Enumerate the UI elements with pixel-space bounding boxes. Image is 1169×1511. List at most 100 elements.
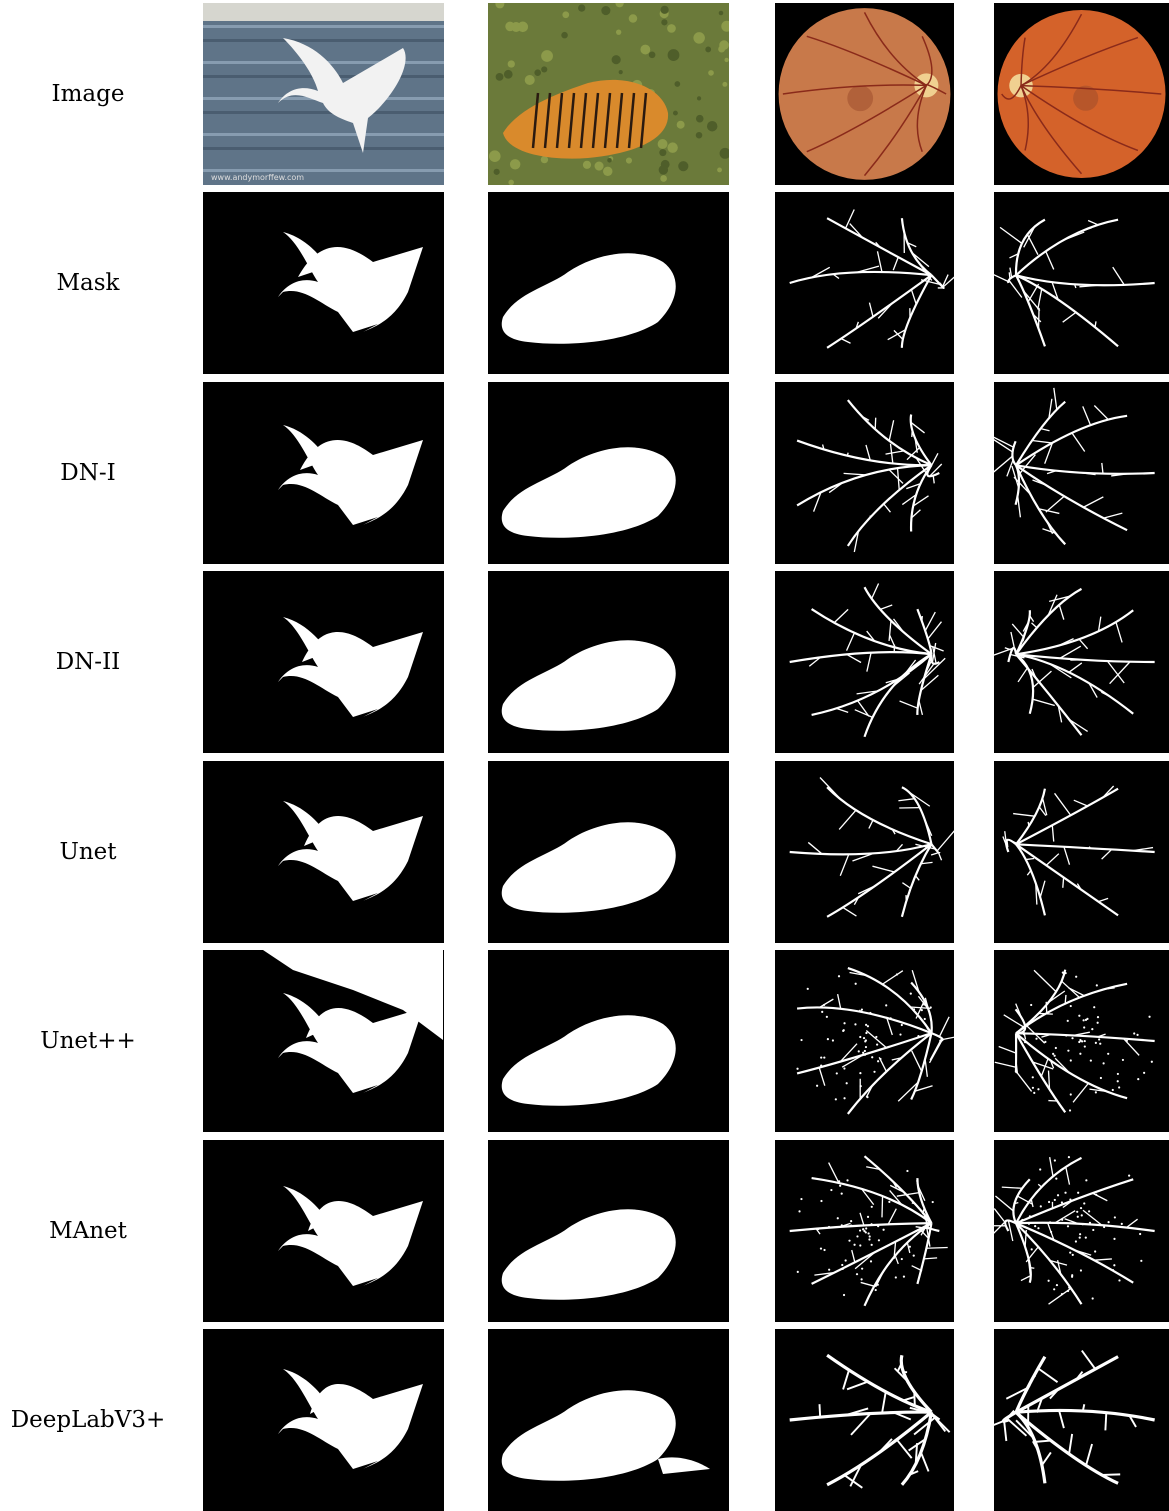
noise-speck [1148,1016,1150,1018]
noise-speck [882,1229,884,1231]
noise-speck [1093,1006,1095,1008]
noise-speck [865,1032,867,1034]
noise-speck [1029,1215,1031,1217]
noise-speck [816,1085,818,1087]
mask-graphic [203,1329,444,1511]
input-image-tiger [488,3,729,185]
noise-speck [800,1039,802,1041]
noise-speck [1067,1290,1069,1292]
noise-speck [1065,972,1067,974]
noise-speck [1048,1280,1050,1282]
noise-speck [1095,1042,1097,1044]
noise-speck [875,1289,877,1291]
vessel-branch [847,453,848,456]
noise-speck [856,1273,858,1275]
mask-egret [203,1329,444,1511]
noise-speck [1098,1038,1100,1040]
mask-graphic [994,1140,1169,1322]
noise-speck [1136,1034,1138,1036]
mask-egret [203,1140,444,1322]
grass-patch [496,73,504,81]
grass-patch [578,4,585,11]
noise-speck [859,1229,861,1231]
noise-speck [1072,1254,1074,1256]
noise-speck [817,1228,819,1230]
mask-retina [994,1140,1169,1322]
noise-speck [861,1278,863,1280]
grass-patch [661,6,669,14]
noise-speck [858,1050,860,1052]
noise-speck [1113,1238,1115,1240]
photo-watermark: www.andymorffew.com [211,173,304,182]
grass-patch [534,69,541,76]
mask-graphic [775,950,954,1132]
mask-tiger [488,1329,729,1511]
noise-speck [927,1028,929,1030]
grass-patch [561,32,568,39]
mask-graphic [488,1329,729,1511]
noise-speck [910,993,912,995]
noise-speck [836,1072,838,1074]
mask-retina [994,571,1169,753]
noise-speck [867,1158,869,1160]
row-label: MAnet [0,1140,176,1322]
vessel-branch [882,1196,883,1217]
noise-speck [864,1050,866,1052]
noise-speck [841,1264,843,1266]
figure-row: Unet [0,761,1169,943]
photo-graphic: www.andymorffew.com [203,3,444,185]
mask-graphic [994,761,1169,943]
noise-speck [913,1008,915,1010]
noise-speck [901,1258,903,1260]
noise-speck [1032,1087,1034,1089]
grass-patch [667,24,676,33]
water-ripple [203,147,444,150]
noise-speck [821,1011,823,1013]
noise-speck [1078,1041,1080,1043]
noise-speck [1023,1033,1025,1035]
noise-speck [860,1085,862,1087]
noise-speck [1071,1276,1073,1278]
noise-speck [823,1249,825,1251]
noise-speck [863,1037,865,1039]
noise-speck [846,1082,848,1084]
vessel-branch [1007,840,1008,847]
noise-speck [1128,1174,1130,1176]
water-ripple [203,111,444,114]
noise-speck [871,1056,873,1058]
noise-speck [1024,1041,1026,1043]
grass-patch [541,50,553,62]
noise-speck [861,1268,863,1270]
grass-patch [511,22,521,32]
noise-speck [1052,1053,1054,1055]
noise-speck [820,1247,822,1249]
noise-speck [841,1193,843,1195]
noise-speck [876,1043,878,1045]
noise-speck [830,1189,832,1191]
noise-speck [1077,1192,1079,1194]
mask-graphic [775,382,954,564]
mask-retina [994,192,1169,374]
mask-graphic [994,950,1169,1132]
noise-speck [827,1038,829,1040]
grass-patch [661,19,667,25]
noise-speck [1030,1004,1032,1006]
grass-patch [673,111,678,116]
vessel-branch [914,1392,915,1407]
noise-speck [837,1217,839,1219]
noise-speck [1126,1040,1128,1042]
noise-speck [906,1170,908,1172]
noise-speck [913,1255,915,1257]
photo-graphic [775,3,954,185]
noise-speck [841,1224,843,1226]
vessel-branch [819,1404,820,1417]
grass-patch [603,167,612,176]
noise-speck [903,1276,905,1278]
noise-speck [865,1227,867,1229]
noise-speck [1100,1077,1102,1079]
grass-patch [525,75,535,85]
noise-speck [1061,1219,1063,1221]
mask-graphic [775,1140,954,1322]
vessel-branch [912,1203,915,1204]
grass-patch [508,60,515,67]
